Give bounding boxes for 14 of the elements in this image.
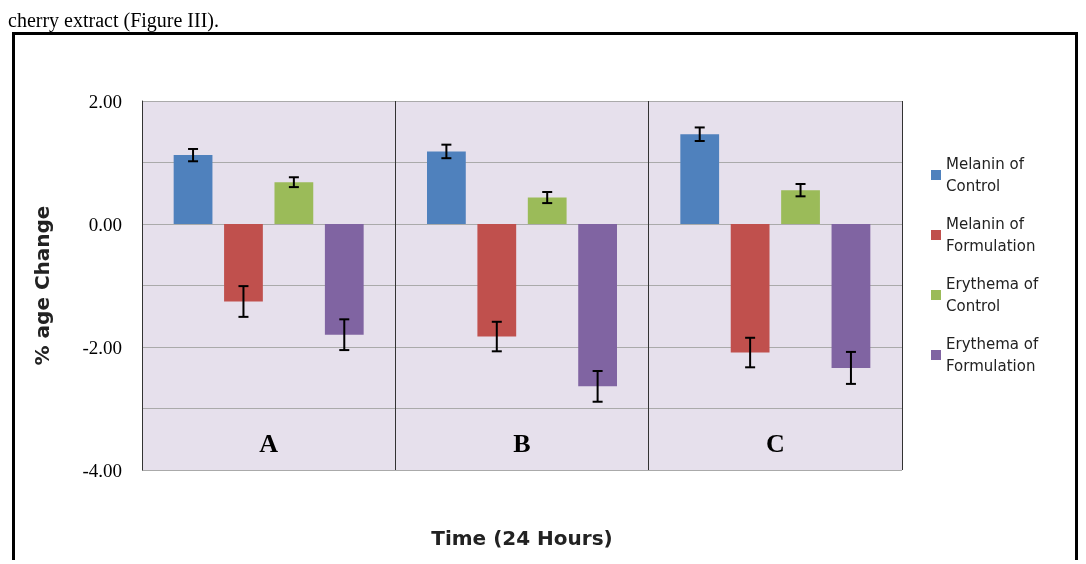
x-tick-label: B	[513, 428, 531, 458]
legend-label: Melanin of Formulation	[946, 215, 1036, 255]
legend-label: Erythema of Formulation	[946, 335, 1043, 375]
y-tick-label: 0.00	[88, 213, 122, 235]
legend-label: Erythema of Control	[946, 275, 1043, 315]
x-tick-label: A	[259, 428, 279, 458]
y-tick-label: 2.00	[88, 90, 122, 112]
text: cherry extract (Figure III).	[8, 9, 219, 32]
y-tick-label: -4.00	[82, 459, 122, 481]
x-tick-label: C	[765, 428, 785, 458]
x-axis-title: Time (24 Hours)	[431, 526, 613, 550]
y-tick-label: -2.00	[82, 336, 122, 358]
y-axis-title: % age Change	[30, 205, 54, 366]
legend-label: Melanin of Control	[946, 155, 1029, 195]
